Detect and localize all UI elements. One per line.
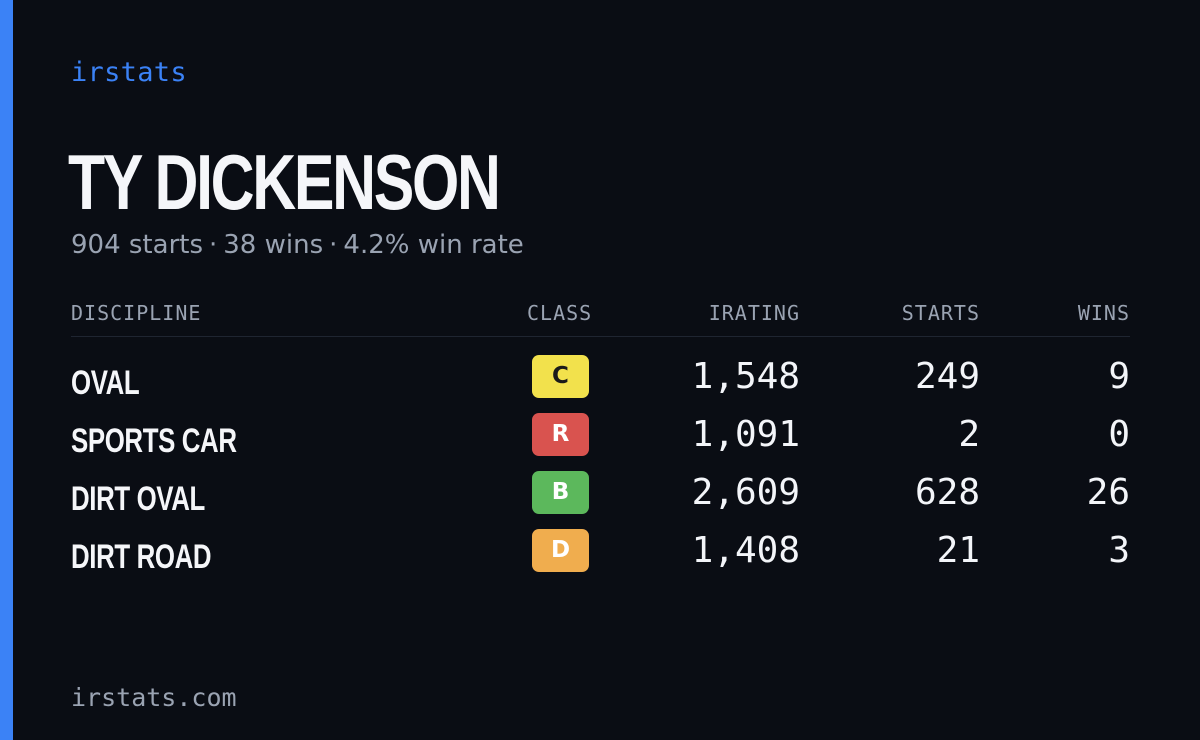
separator: ·	[329, 230, 338, 260]
irating-value: 1,408	[691, 530, 800, 571]
table-row: OVAL C 1,548 249 9	[71, 353, 1130, 411]
accent-bar	[0, 0, 13, 740]
class-badge: R	[532, 413, 589, 456]
table-body: OVAL C 1,548 249 9 SPORTS CAR R 1,091 2 …	[71, 337, 1130, 585]
irating-value: 1,091	[691, 414, 800, 455]
table-header: DISCIPLINE CLASS IRATING STARTS WINS	[71, 296, 1130, 337]
header-wins: WINS	[1077, 301, 1130, 325]
wins-value: 9	[1108, 356, 1130, 397]
driver-name: TY DICKENSON	[68, 138, 501, 226]
table-row: DIRT ROAD D 1,408 21 3	[71, 527, 1130, 585]
header-starts: STARTS	[901, 301, 980, 325]
table-row: DIRT OVAL B 2,609 628 26	[71, 469, 1130, 527]
footer-url[interactable]: irstats.com	[71, 683, 237, 712]
driver-summary: 904 starts · 38 wins · 4.2% win rate	[71, 228, 524, 262]
class-badge: D	[532, 529, 589, 572]
table-row: SPORTS CAR R 1,091 2 0	[71, 411, 1130, 469]
wins-value: 26	[1086, 472, 1130, 513]
wins-value: 0	[1108, 414, 1130, 455]
header-class: CLASS	[527, 301, 593, 325]
brand-logo[interactable]: irstats	[71, 57, 187, 88]
discipline-name: DIRT ROAD	[71, 538, 212, 576]
irating-value: 1,548	[691, 356, 800, 397]
discipline-name: OVAL	[71, 364, 140, 402]
starts-value: 2	[958, 414, 980, 455]
starts-value: 249	[914, 356, 980, 397]
wins-summary: 38 wins	[223, 230, 324, 260]
starts-value: 628	[914, 472, 980, 513]
discipline-name: DIRT OVAL	[71, 480, 205, 518]
header-discipline: DISCIPLINE	[71, 301, 202, 325]
irating-value: 2,609	[691, 472, 800, 513]
discipline-name: SPORTS CAR	[71, 422, 237, 460]
wins-value: 3	[1108, 530, 1130, 571]
starts-value: 21	[936, 530, 980, 571]
starts-summary: 904 starts	[71, 230, 203, 260]
discipline-table: DISCIPLINE CLASS IRATING STARTS WINS OVA…	[71, 296, 1130, 585]
header-irating: IRATING	[708, 301, 800, 325]
separator: ·	[209, 230, 218, 260]
class-badge: B	[532, 471, 589, 514]
winrate-summary: 4.2% win rate	[343, 230, 524, 260]
class-badge: C	[532, 355, 589, 398]
